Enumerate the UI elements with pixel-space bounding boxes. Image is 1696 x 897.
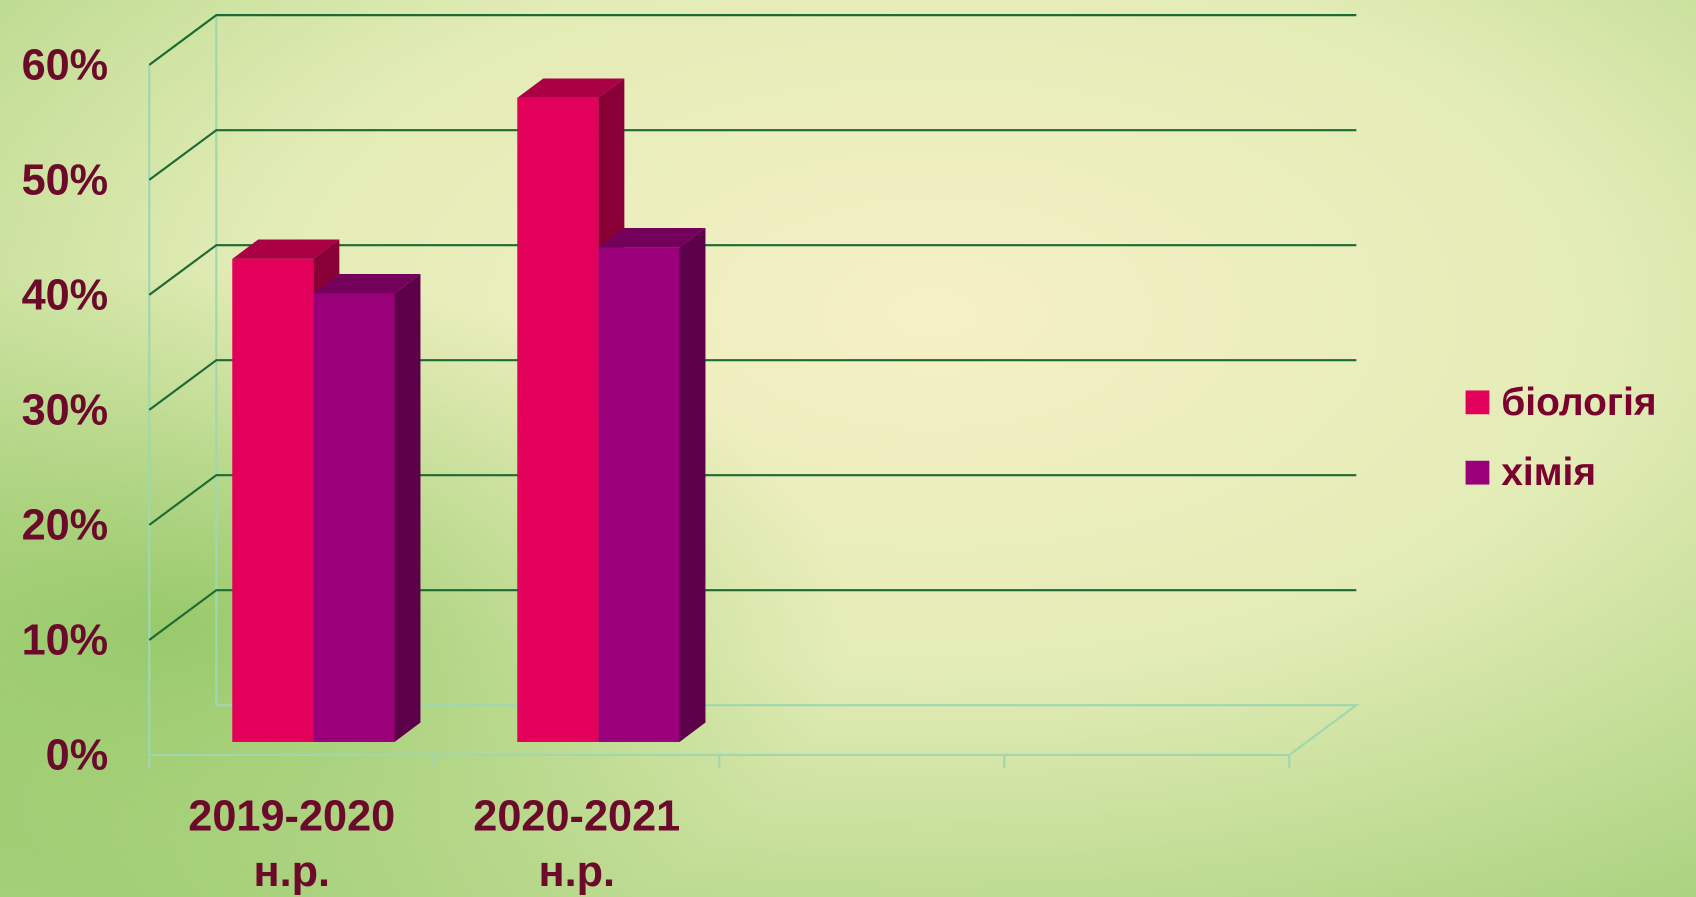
x-tick-label: 2020-2021 н.р. xyxy=(434,790,719,897)
y-tick-label: 50% xyxy=(22,157,109,205)
bar-side xyxy=(395,274,421,742)
x-tick-label-box: 2020-2021 н.р. xyxy=(434,790,719,897)
x-tick-label: 2019-2020 н.р. xyxy=(149,790,434,897)
bar xyxy=(598,247,679,742)
y-tick-label: 10% xyxy=(22,617,109,665)
y-tick-label: 30% xyxy=(22,387,109,435)
legend-label: хімія xyxy=(1501,451,1596,494)
y-tick-label: 20% xyxy=(22,502,109,550)
bar-side xyxy=(680,228,706,742)
legend-label: біологія xyxy=(1501,381,1656,424)
bar xyxy=(313,293,394,742)
x-tick-label-box: 2019-2020 н.р. xyxy=(149,790,434,897)
y-tick-label: 60% xyxy=(22,42,109,90)
legend-swatch xyxy=(1466,461,1490,485)
y-tick-label: 0% xyxy=(46,732,109,780)
bar xyxy=(232,259,313,742)
y-tick-label: 40% xyxy=(22,272,109,320)
chart: 0% 10% 20% 30% 40% 50% 60% 2019-2020 н.р.2020-2… xyxy=(0,0,1696,897)
legend-swatch xyxy=(1466,390,1490,414)
bar xyxy=(517,98,598,742)
